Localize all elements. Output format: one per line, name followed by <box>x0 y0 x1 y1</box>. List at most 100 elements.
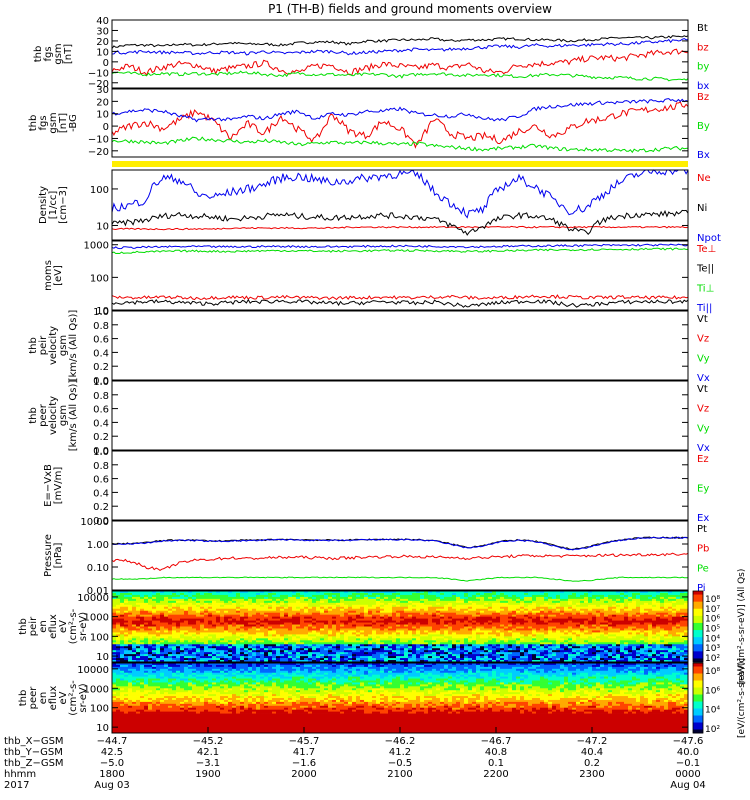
spectrogram-cell <box>304 654 309 657</box>
spectrogram-cell <box>548 591 553 594</box>
spectrogram-cell <box>196 598 201 602</box>
spectrogram-cell <box>180 612 185 616</box>
spectrogram-cell <box>256 642 261 645</box>
spectrogram-cell <box>316 642 321 645</box>
spectrogram-cell <box>172 616 177 620</box>
spectrogram-cell <box>580 602 585 606</box>
spectrogram-cell <box>420 648 425 651</box>
spectrogram-cell <box>544 650 549 653</box>
spectrogram-cell <box>256 618 261 621</box>
spectrogram-cell <box>488 640 493 643</box>
spectrogram-cell <box>460 658 465 661</box>
spectrogram-cell <box>564 626 569 629</box>
spectrogram-cell <box>520 640 525 643</box>
spectrogram-cell <box>368 596 373 600</box>
spectrogram-cell <box>304 640 309 643</box>
spectrogram-cell <box>328 656 333 659</box>
spectrogram-cell <box>320 626 325 629</box>
spectrogram-cell <box>136 610 141 614</box>
spectrogram-cell <box>564 600 569 604</box>
spectrogram-cell <box>420 644 425 647</box>
spectrogram-cell <box>592 636 597 639</box>
spectrogram-cell <box>184 644 189 647</box>
spectrogram-cell <box>464 604 469 608</box>
spectrogram-cell <box>452 591 457 594</box>
spectrogram-cell <box>432 630 437 633</box>
spectrogram-cell <box>368 602 373 606</box>
spectrogram-cell <box>528 616 533 620</box>
spectrogram-cell <box>248 626 253 629</box>
spectrogram-cell <box>472 594 477 598</box>
spectrogram-cell <box>576 614 581 618</box>
spectrogram-cell <box>608 632 613 635</box>
spectrogram-cell <box>560 626 565 629</box>
legend-entry: Ez <box>697 454 709 465</box>
spectrogram-cell <box>304 616 309 620</box>
spectrogram-cell <box>476 612 481 616</box>
spectrogram-cell <box>440 608 445 612</box>
spectrogram-cell <box>596 632 601 635</box>
spectrogram-cell <box>300 660 305 663</box>
spectrogram-cell <box>208 626 213 629</box>
spectrogram-cell <box>144 594 149 598</box>
spectrogram-cell <box>268 604 273 608</box>
spectrogram-cell <box>508 632 513 635</box>
spectrogram-cell <box>308 596 313 600</box>
spectrogram-cell <box>600 598 605 602</box>
spectrogram-cell <box>556 612 561 616</box>
spectrogram-cell <box>340 614 345 618</box>
spectrogram-cell <box>512 620 517 623</box>
spectrogram-cell <box>440 628 445 631</box>
spectrogram-cell <box>384 656 389 659</box>
spectrogram-cell <box>236 620 241 623</box>
spectrogram-cell <box>516 596 521 600</box>
spectrogram-cell <box>208 591 213 594</box>
spectrogram-cell <box>564 628 569 631</box>
spectrogram-cell <box>348 604 353 608</box>
spectrogram-cell <box>252 636 257 639</box>
spectrogram-cell <box>240 626 245 629</box>
spectrogram-cell <box>588 650 593 653</box>
spectrogram-cell <box>548 606 553 610</box>
spectrogram-cell <box>488 630 493 633</box>
spectrogram-cell <box>212 614 217 618</box>
spectrogram-cell <box>324 620 329 623</box>
spectrogram-cell <box>160 626 165 629</box>
spectrogram-cell <box>220 626 225 629</box>
spectrogram-cell <box>316 612 321 616</box>
spectrogram-cell <box>252 658 257 661</box>
spectrogram-cell <box>396 606 401 610</box>
spectrogram-cell <box>316 650 321 653</box>
spectrogram-cell <box>384 620 389 623</box>
spectrogram-cell <box>284 602 289 606</box>
spectrogram-cell <box>560 610 565 614</box>
spectrogram-cell <box>220 594 225 598</box>
spectrogram-cell <box>304 606 309 610</box>
spectrogram-cell <box>392 594 397 598</box>
spectrogram-cell <box>388 658 393 661</box>
spectrogram-cell <box>352 624 357 627</box>
spectrogram-cell <box>632 632 637 635</box>
ytick-label: 1.00 <box>87 540 109 551</box>
spectrogram-cell <box>188 656 193 659</box>
spectrogram-cell <box>420 632 425 635</box>
spectrogram-cell <box>540 644 545 647</box>
spectrogram-cell <box>448 660 453 663</box>
spectrogram-cell <box>236 600 241 604</box>
spectrogram-cell <box>340 654 345 657</box>
spectrogram-cell <box>148 638 153 641</box>
spectrogram-cell <box>236 596 241 600</box>
spectrogram-cell <box>560 660 565 663</box>
spectrogram-cell <box>156 594 161 598</box>
spectrogram-cell <box>524 660 529 663</box>
spectrogram-cell <box>308 614 313 618</box>
spectrogram-cell <box>620 592 625 596</box>
spectrogram-cell <box>464 591 469 594</box>
spectrogram-cell <box>480 642 485 645</box>
spectrogram-cell <box>224 632 229 635</box>
spectrogram-cell <box>540 632 545 635</box>
spectrogram-cell <box>596 606 601 610</box>
spectrogram-cell <box>584 660 589 663</box>
spectrogram-cell <box>476 646 481 649</box>
spectrogram-cell <box>256 648 261 651</box>
